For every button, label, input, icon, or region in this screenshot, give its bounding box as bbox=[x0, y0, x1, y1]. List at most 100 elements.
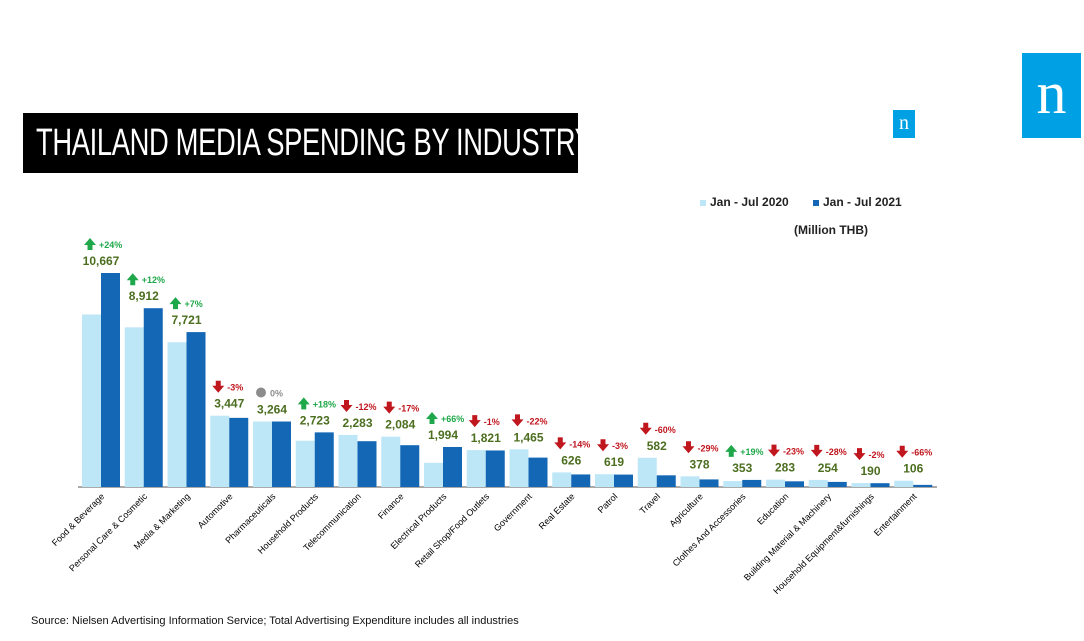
value-label: 3,447 bbox=[214, 397, 244, 411]
down-arrow-icon bbox=[597, 439, 609, 452]
legend-swatch-2021 bbox=[813, 199, 819, 206]
bar-2020 bbox=[124, 327, 144, 487]
bar-2021 bbox=[272, 421, 291, 487]
change-label: -66% bbox=[911, 448, 932, 458]
legend-label-2021: Jan - Jul 2021 bbox=[823, 195, 902, 209]
up-arrow-icon bbox=[84, 238, 96, 250]
bar-2021 bbox=[785, 481, 804, 487]
down-arrow-icon bbox=[810, 444, 823, 457]
change-label: -29% bbox=[698, 443, 719, 453]
category-label: Government bbox=[492, 491, 534, 533]
value-label: 254 bbox=[818, 461, 838, 475]
bar-2021 bbox=[101, 273, 120, 487]
category-label: Personal Care & Cosmetic bbox=[67, 491, 149, 573]
up-arrow-icon bbox=[169, 297, 182, 310]
down-arrow-icon bbox=[853, 448, 866, 461]
bar-2021 bbox=[485, 450, 505, 487]
category-label: Retail Shop/Food Outlets bbox=[413, 491, 492, 570]
category-label: Entertainment bbox=[872, 491, 919, 538]
bar-2020 bbox=[766, 479, 785, 487]
bar-2020 bbox=[894, 480, 914, 487]
bar-2021 bbox=[913, 484, 933, 487]
change-label: +18% bbox=[313, 399, 336, 409]
bar-2021 bbox=[656, 475, 676, 487]
value-label: 619 bbox=[604, 455, 624, 469]
value-label: 7,721 bbox=[171, 313, 201, 327]
bar-2021 bbox=[357, 441, 377, 487]
page-title: THAILAND MEDIA SPENDING BY INDUSTRY bbox=[36, 122, 593, 164]
value-label: 353 bbox=[732, 461, 752, 475]
category-label: Finance bbox=[376, 491, 406, 521]
category-label: Real Estate bbox=[537, 491, 577, 531]
bar-2020 bbox=[466, 450, 486, 487]
bar-2021 bbox=[571, 474, 591, 487]
bar-2020 bbox=[509, 449, 529, 487]
change-label: -14% bbox=[569, 439, 590, 449]
nielsen-logo-small: n bbox=[893, 110, 915, 138]
bar-2020 bbox=[253, 421, 272, 487]
change-label: -2% bbox=[869, 450, 885, 460]
bar-2020 bbox=[210, 415, 230, 487]
bar-2021 bbox=[314, 432, 334, 487]
category-label: Patrol bbox=[596, 491, 620, 515]
change-label: -17% bbox=[398, 404, 419, 414]
bar-2021 bbox=[870, 483, 890, 487]
category-label: Clothes And Accessories bbox=[671, 491, 748, 568]
up-arrow-icon bbox=[297, 397, 310, 410]
bar-2021 bbox=[699, 479, 719, 487]
category-label: Education bbox=[755, 491, 790, 526]
value-label: 626 bbox=[561, 453, 581, 467]
down-arrow-icon bbox=[554, 437, 567, 450]
legend-item-2021: Jan - Jul 2021 bbox=[813, 195, 902, 209]
category-label: Automotive bbox=[196, 491, 235, 530]
title-banner: THAILAND MEDIA SPENDING BY INDUSTRY bbox=[23, 113, 593, 173]
up-arrow-icon bbox=[126, 273, 139, 286]
value-label: 190 bbox=[860, 464, 880, 478]
change-label: +24% bbox=[99, 240, 122, 250]
down-arrow-icon bbox=[511, 414, 524, 427]
value-label: 283 bbox=[775, 461, 795, 475]
bar-2020 bbox=[595, 474, 614, 487]
change-label: -12% bbox=[356, 402, 377, 412]
bar-2021 bbox=[143, 308, 163, 487]
change-label: -3% bbox=[612, 441, 628, 451]
bar-2020 bbox=[680, 476, 700, 487]
bar-2020 bbox=[637, 457, 657, 487]
bar-2020 bbox=[552, 472, 572, 487]
value-label: 378 bbox=[689, 457, 709, 471]
bar-2021 bbox=[528, 457, 548, 487]
legend-item-2020: Jan - Jul 2020 bbox=[700, 195, 789, 209]
bar-2021 bbox=[614, 474, 633, 487]
value-label: 1,821 bbox=[471, 431, 501, 445]
bar-2020 bbox=[381, 436, 401, 487]
bar-2020 bbox=[82, 314, 101, 487]
up-arrow-icon bbox=[426, 411, 438, 424]
value-label: 2,723 bbox=[300, 413, 330, 427]
value-label: 1,994 bbox=[428, 428, 458, 442]
category-label: Agriculture bbox=[667, 491, 704, 528]
source-note: Source: Nielsen Advertising Information … bbox=[31, 615, 519, 627]
bar-2020 bbox=[851, 483, 871, 487]
bar-2020 bbox=[295, 440, 315, 487]
value-label: 2,084 bbox=[385, 418, 415, 432]
category-label: Building Material & Machinery bbox=[742, 491, 834, 583]
change-label: +66% bbox=[441, 414, 464, 424]
unit-label: (Million THB) bbox=[794, 223, 868, 237]
change-label: -60% bbox=[655, 425, 676, 435]
nielsen-logo: n bbox=[1022, 53, 1081, 138]
down-arrow-icon bbox=[383, 401, 396, 414]
change-label: -22% bbox=[527, 416, 548, 426]
bar-2021 bbox=[827, 481, 847, 487]
change-label: 0% bbox=[270, 389, 283, 399]
neutral-dot-icon bbox=[256, 387, 266, 398]
legend-swatch-2020 bbox=[700, 199, 706, 206]
bar-2020 bbox=[424, 462, 443, 487]
legend-label-2020: Jan - Jul 2020 bbox=[710, 195, 789, 209]
bar-2020 bbox=[338, 434, 358, 487]
bar-2020 bbox=[723, 481, 743, 487]
value-label: 8,912 bbox=[129, 289, 159, 303]
down-arrow-icon bbox=[768, 444, 780, 457]
bar-2021 bbox=[186, 332, 206, 487]
bar-2020 bbox=[808, 479, 828, 487]
